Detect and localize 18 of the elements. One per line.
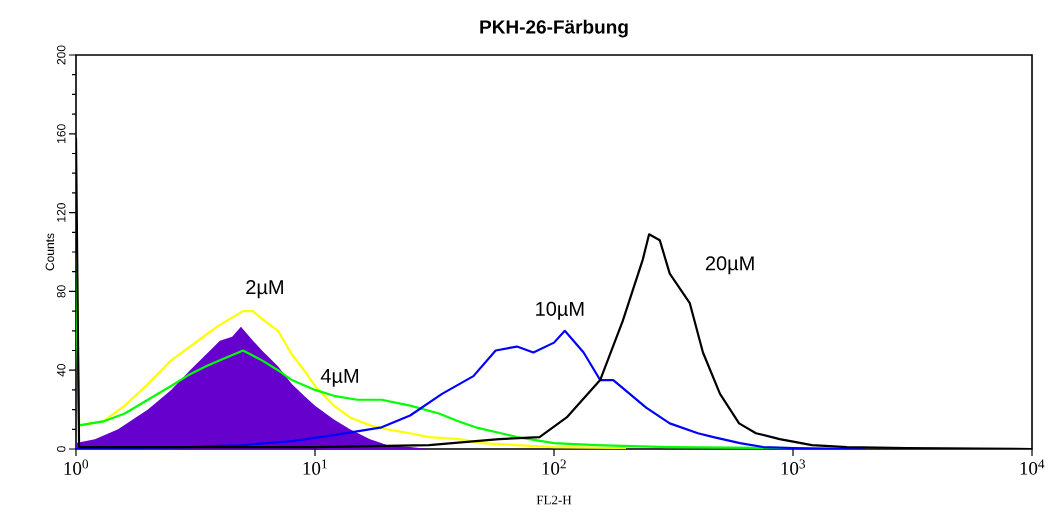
x-tick-label: 10$^{1}$ — [303, 459, 327, 475]
x-tick-label: 10$^{4}$ — [1020, 459, 1045, 475]
series-label: 10µM — [536, 301, 584, 320]
y-tick-label: 40 — [56, 363, 66, 377]
chart-title: PKH-26-Färbung — [480, 19, 628, 38]
y-tick-label: 200 — [56, 45, 66, 65]
y-tick-label: 0 — [56, 446, 66, 452]
x-axis-title: FL2-H — [536, 495, 572, 505]
y-tick-label: 80 — [56, 285, 66, 298]
series-label: 2µM — [246, 280, 283, 299]
y-tick-label: 120 — [56, 203, 66, 222]
y-axis-title: Counts — [45, 233, 55, 271]
x-tick-label: 10$^{0}$ — [64, 459, 89, 475]
x-tick-label: 10$^{2}$ — [542, 459, 566, 475]
y-tick-label: 160 — [56, 124, 66, 143]
series-label: 4µM — [320, 368, 358, 387]
series-label: 20µM — [705, 256, 754, 275]
x-tick-label: 10$^{3}$ — [781, 459, 806, 475]
